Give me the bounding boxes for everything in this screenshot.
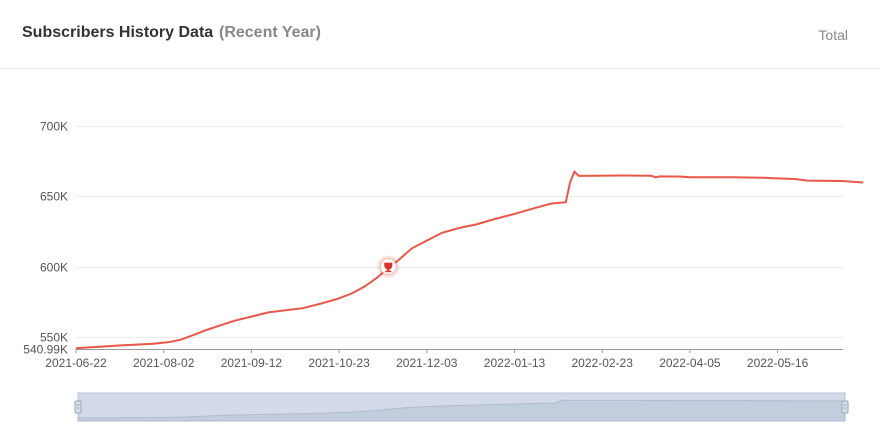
x-tick-label: 2021-09-12 bbox=[221, 356, 283, 370]
trophy-marker[interactable] bbox=[377, 255, 400, 278]
grid-lines bbox=[76, 126, 843, 338]
trophy-cup bbox=[384, 262, 393, 270]
y-tick-label: 650K bbox=[40, 190, 68, 204]
x-axis: 2021-06-22 2021-08-02 2021-09-12 2021-10-23… bbox=[45, 349, 843, 370]
total-toggle[interactable]: Total bbox=[818, 27, 848, 43]
y-tick-label: 700K bbox=[40, 120, 68, 134]
slider-handle-right[interactable] bbox=[841, 400, 849, 414]
y-tick-label: 550K bbox=[40, 331, 68, 345]
x-tick-label: 2021-06-22 bbox=[45, 356, 107, 370]
chart-title: Subscribers History Data bbox=[22, 24, 214, 41]
subscribers-series-line bbox=[75, 169, 864, 350]
x-tick-label: 2021-08-02 bbox=[133, 356, 195, 370]
slider-preview-area bbox=[77, 399, 846, 422]
trophy-base bbox=[385, 270, 392, 273]
x-tick-label: 2021-10-23 bbox=[308, 356, 370, 370]
x-tick-label: 2021-12-03 bbox=[396, 356, 458, 370]
header: Subscribers History Data (Recent Year) T… bbox=[0, 0, 880, 69]
trophy-icon bbox=[384, 262, 393, 273]
x-tick-label: 2022-02-23 bbox=[572, 356, 634, 370]
y-tick-label: 540.99K bbox=[23, 343, 68, 357]
slider-handle-grip[interactable] bbox=[74, 400, 82, 414]
trophy-stem bbox=[387, 268, 390, 271]
slider-handle-grip[interactable] bbox=[841, 400, 849, 414]
x-tick-label: 2022-01-13 bbox=[484, 356, 546, 370]
x-tick-label: 2022-05-16 bbox=[747, 356, 809, 370]
x-tick-label: 2022-04-05 bbox=[659, 356, 721, 370]
slider-handle-left[interactable] bbox=[74, 400, 82, 414]
chart-subtitle: (Recent Year) bbox=[219, 24, 321, 41]
data-zoom-slider[interactable] bbox=[74, 392, 849, 422]
y-tick-label: 600K bbox=[40, 261, 68, 275]
